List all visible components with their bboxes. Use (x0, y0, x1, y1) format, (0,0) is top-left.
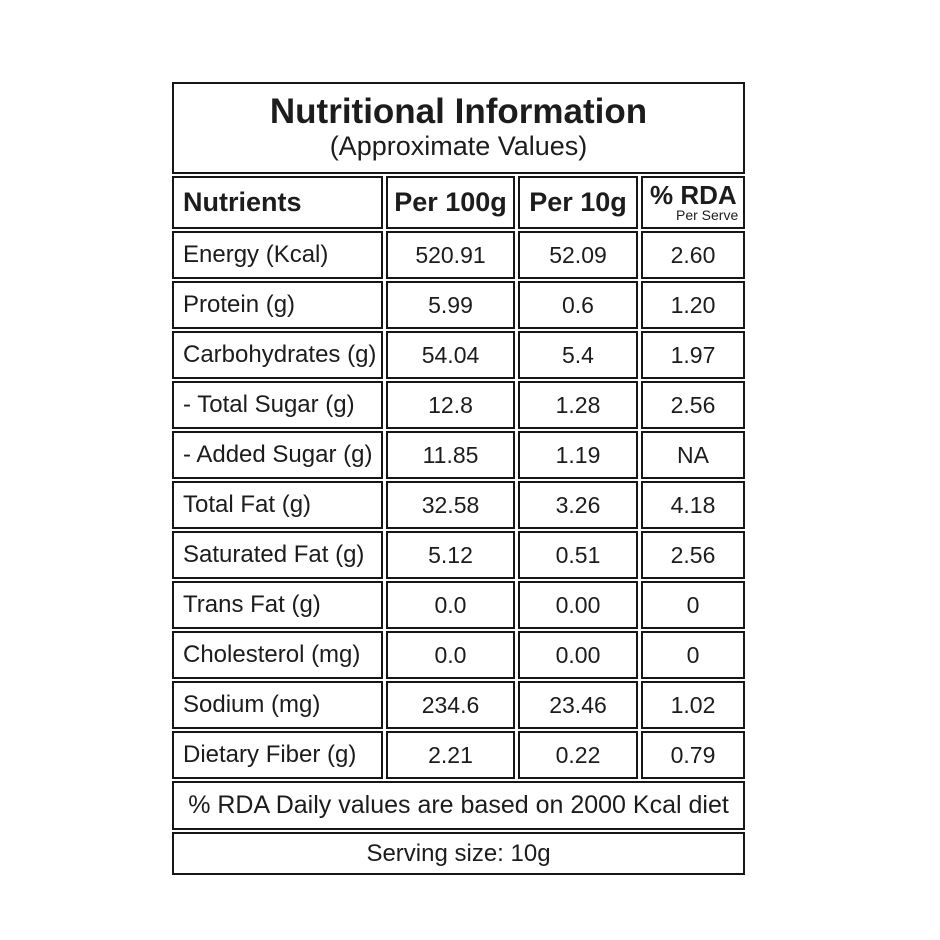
nutrient-name-cell: Total Fat (g) (172, 481, 383, 529)
rda-cell: 1.97 (641, 331, 745, 379)
label-title: Nutritional Information (269, 92, 648, 132)
per-10g-cell: 0.22 (518, 731, 638, 779)
table-row: Saturated Fat (g) 5.12 0.51 2.56 (172, 531, 745, 579)
per-10g-cell: 3.26 (518, 481, 638, 529)
label-subtitle: (Approximate Values) (329, 131, 588, 162)
serving-row: Serving size: 10g (172, 832, 745, 875)
per-10g-cell: 5.4 (518, 331, 638, 379)
per-10g-cell: 0.00 (518, 581, 638, 629)
rda-cell: 1.20 (641, 281, 745, 329)
nutrient-name-cell: - Added Sugar (g) (172, 431, 383, 479)
nutrient-name-cell: Cholesterol (mg) (172, 631, 383, 679)
nutrition-table: Nutritional Information (Approximate Val… (169, 80, 748, 877)
table-row: Sodium (mg) 234.6 23.46 1.02 (172, 681, 745, 729)
table-row: Protein (g) 5.99 0.6 1.20 (172, 281, 745, 329)
table-row: - Total Sugar (g) 12.8 1.28 2.56 (172, 381, 745, 429)
per-100g-cell: 234.6 (386, 681, 515, 729)
column-header-per-10g: Per 10g (518, 176, 638, 229)
table-row: Energy (Kcal) 520.91 52.09 2.60 (172, 231, 745, 279)
nutrient-name-cell: Dietary Fiber (g) (172, 731, 383, 779)
per-100g-cell: 32.58 (386, 481, 515, 529)
rda-cell: 4.18 (641, 481, 745, 529)
nutrient-name-cell: Saturated Fat (g) (172, 531, 383, 579)
per-100g-cell: 12.8 (386, 381, 515, 429)
table-row: Total Fat (g) 32.58 3.26 4.18 (172, 481, 745, 529)
rda-cell: NA (641, 431, 745, 479)
title-row: Nutritional Information (Approximate Val… (172, 82, 745, 174)
per-100g-cell: 11.85 (386, 431, 515, 479)
rda-cell: 2.56 (641, 531, 745, 579)
table-row: Cholesterol (mg) 0.0 0.00 0 (172, 631, 745, 679)
rda-footnote: % RDA Daily values are based on 2000 Kca… (172, 781, 745, 830)
per-10g-cell: 52.09 (518, 231, 638, 279)
nutrient-rows: Energy (Kcal) 520.91 52.09 2.60 Protein … (172, 231, 745, 779)
rda-cell: 2.60 (641, 231, 745, 279)
serving-size: Serving size: 10g (172, 832, 745, 875)
column-header-row: Nutrients Per 100g Per 10g % RDA Per Ser… (172, 176, 745, 229)
rda-cell: 0 (641, 581, 745, 629)
per-100g-cell: 2.21 (386, 731, 515, 779)
nutrient-name-cell: Carbohydrates (g) (172, 331, 383, 379)
per-100g-cell: 520.91 (386, 231, 515, 279)
rda-cell: 2.56 (641, 381, 745, 429)
nutrient-name-cell: Protein (g) (172, 281, 383, 329)
column-header-rda: % RDA Per Serve (641, 176, 745, 229)
per-100g-cell: 5.12 (386, 531, 515, 579)
per-100g-cell: 5.99 (386, 281, 515, 329)
per-100g-cell: 0.0 (386, 631, 515, 679)
per-10g-cell: 0.00 (518, 631, 638, 679)
column-header-nutrients: Nutrients (172, 176, 383, 229)
per-100g-cell: 0.0 (386, 581, 515, 629)
table-row: Trans Fat (g) 0.0 0.00 0 (172, 581, 745, 629)
footnote-row: % RDA Daily values are based on 2000 Kca… (172, 781, 745, 830)
nutrient-name-cell: Energy (Kcal) (172, 231, 383, 279)
table-row: - Added Sugar (g) 11.85 1.19 NA (172, 431, 745, 479)
per-100g-cell: 54.04 (386, 331, 515, 379)
rda-cell: 0.79 (641, 731, 745, 779)
rda-cell: 1.02 (641, 681, 745, 729)
per-10g-cell: 1.19 (518, 431, 638, 479)
nutrient-name-cell: Trans Fat (g) (172, 581, 383, 629)
title-cell: Nutritional Information (Approximate Val… (172, 82, 745, 174)
table-row: Carbohydrates (g) 54.04 5.4 1.97 (172, 331, 745, 379)
nutrient-name-cell: Sodium (mg) (172, 681, 383, 729)
rda-header-sub: Per Serve (676, 206, 739, 223)
rda-header-main: % RDA (650, 179, 737, 210)
per-10g-cell: 0.51 (518, 531, 638, 579)
per-10g-cell: 0.6 (518, 281, 638, 329)
nutrient-name-cell: - Total Sugar (g) (172, 381, 383, 429)
nutrition-label: Nutritional Information (Approximate Val… (169, 80, 748, 877)
per-10g-cell: 23.46 (518, 681, 638, 729)
column-header-per-100g: Per 100g (386, 176, 515, 229)
per-10g-cell: 1.28 (518, 381, 638, 429)
table-row: Dietary Fiber (g) 2.21 0.22 0.79 (172, 731, 745, 779)
rda-cell: 0 (641, 631, 745, 679)
